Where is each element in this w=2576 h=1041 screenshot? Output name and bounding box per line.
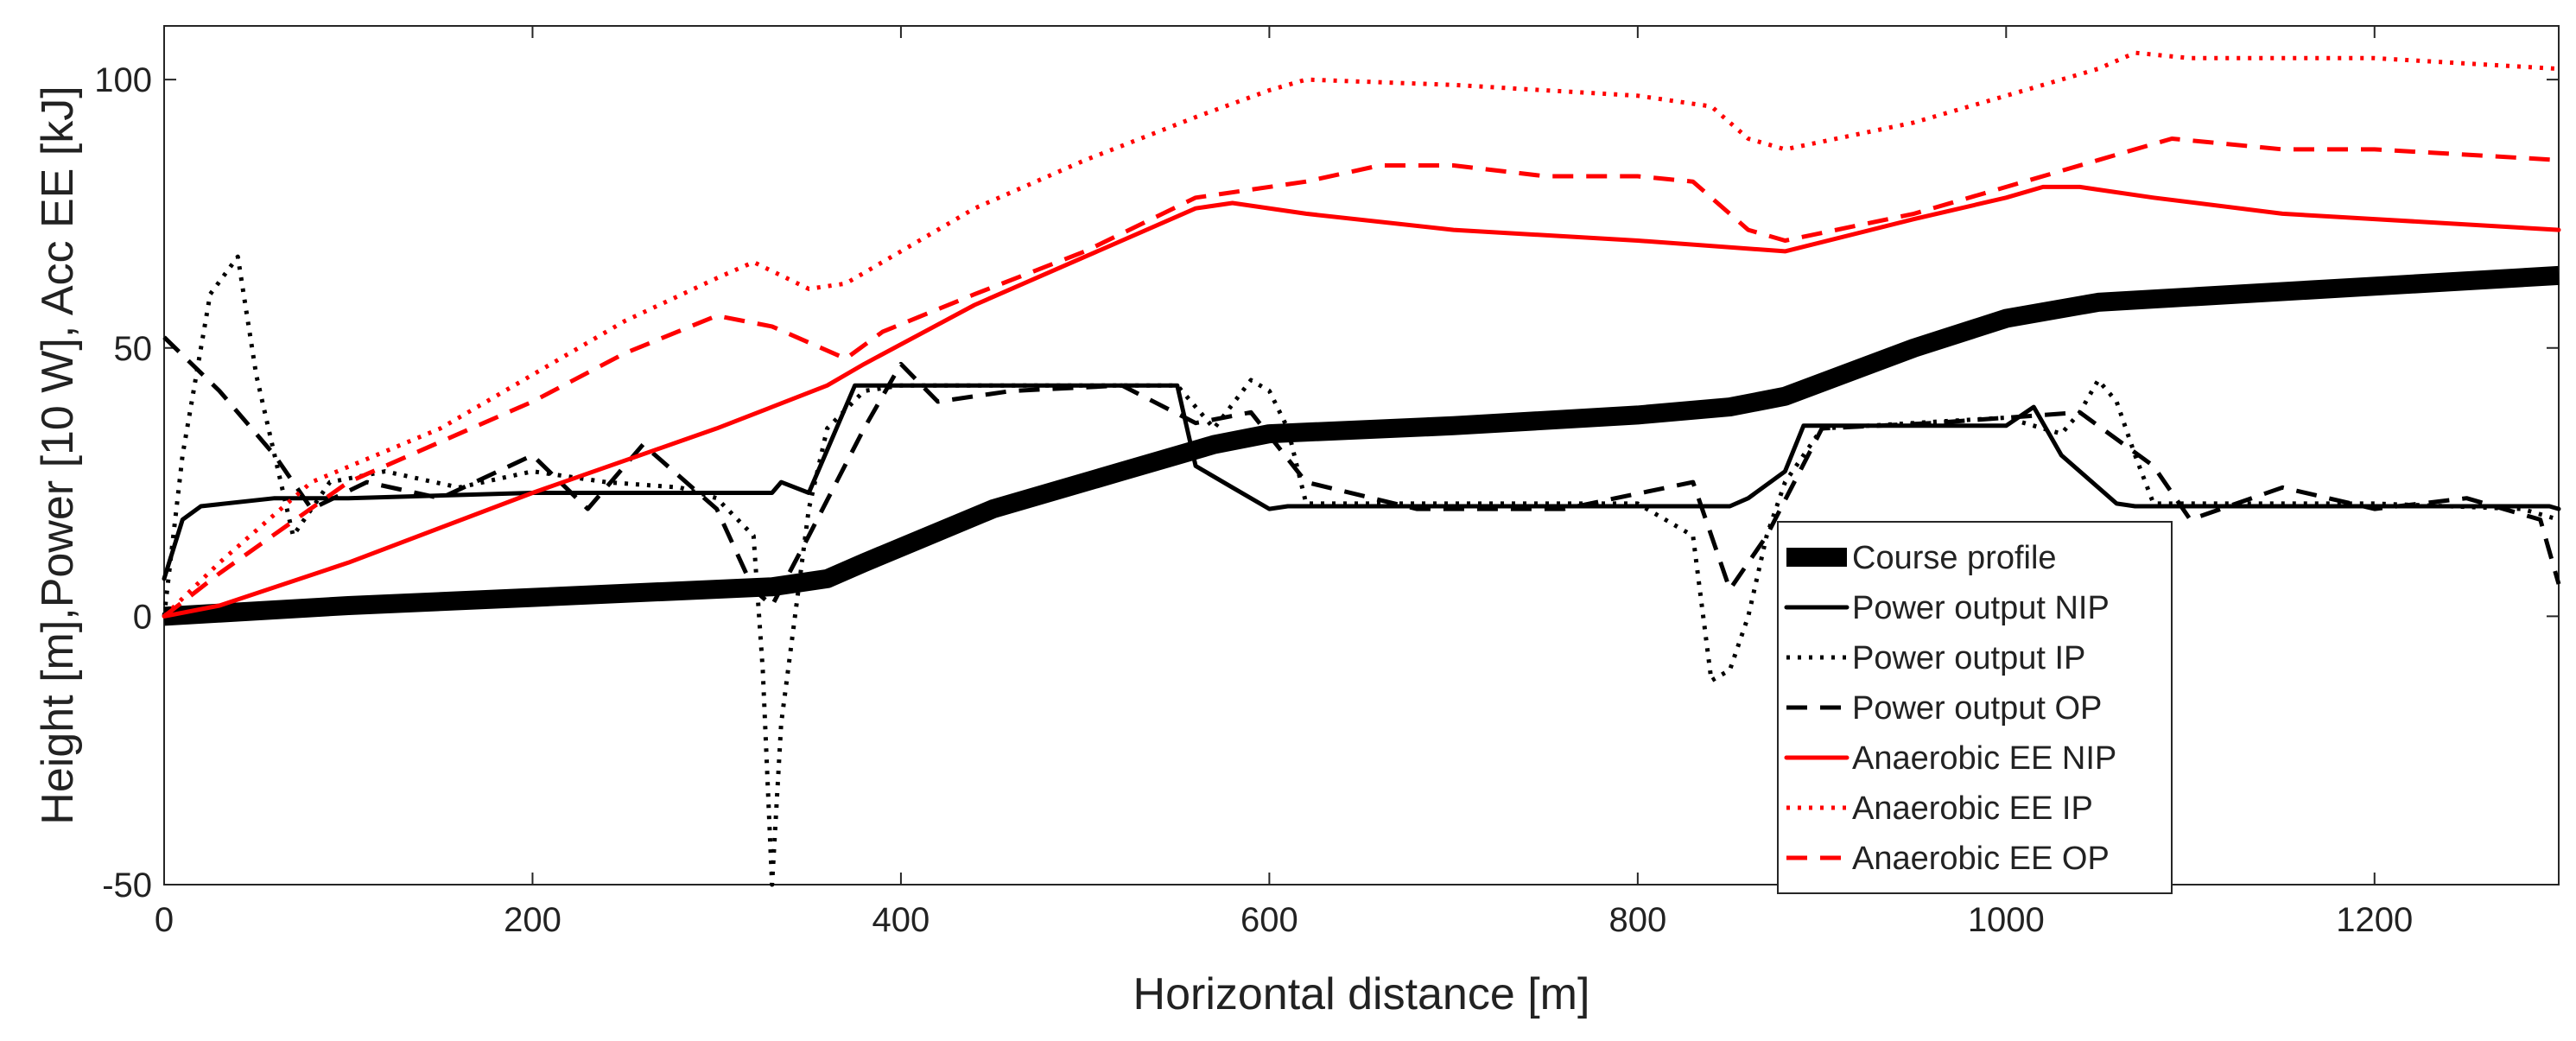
legend-label: Power output OP	[1852, 690, 2102, 727]
legend-box	[1777, 521, 2173, 894]
legend: Course profile Power output NIP Power outp…	[1777, 521, 2173, 894]
legend-label: Power output IP	[1852, 640, 2085, 676]
legend-label: Anaerobic EE OP	[1852, 841, 2110, 877]
y-axis-ticks: -50 0 50 100	[94, 61, 2559, 905]
y-tick-label: 100	[94, 61, 152, 99]
series-line-anaerobic-ee-nip	[162, 184, 2561, 619]
x-tick-label: 1200	[2336, 901, 2413, 939]
x-tick-label: 0	[155, 901, 174, 939]
x-axis-ticks: 0 200 400 600 800 1000 1200	[155, 26, 2413, 939]
series-line-anaerobic-ee-op	[162, 136, 2560, 619]
y-tick-label: 0	[133, 598, 152, 636]
series-line-power-output-ip	[162, 254, 2560, 887]
series-line-anaerobic-ee-ip	[162, 50, 2560, 619]
axes-frame	[163, 25, 2560, 885]
series-layer	[162, 50, 2561, 887]
x-tick-label: 1000	[1968, 901, 2045, 939]
legend-label: Anaerobic EE IP	[1852, 790, 2093, 827]
y-tick-label: -50	[102, 866, 152, 905]
series-line-course-profile	[163, 265, 2560, 626]
legend-label: Power output NIP	[1852, 590, 2110, 626]
legend-label: Course profile	[1852, 540, 2057, 576]
y-tick-label: 50	[114, 330, 153, 368]
plot-area-border	[163, 25, 2560, 885]
x-tick-label: 600	[1240, 901, 1298, 939]
series-line-power-output-op	[162, 335, 2561, 608]
y-axis-title: Height [m],Power [10 W], Acc EE [kJ]	[33, 86, 83, 824]
series-line-power-output-nip	[162, 383, 2561, 581]
x-tick-label: 400	[872, 901, 930, 939]
legend-label: Anaerobic EE NIP	[1852, 740, 2116, 777]
x-tick-label: 800	[1608, 901, 1666, 939]
x-axis-title: Horizontal distance [m]	[1133, 969, 1590, 1019]
x-tick-label: 200	[504, 901, 562, 939]
